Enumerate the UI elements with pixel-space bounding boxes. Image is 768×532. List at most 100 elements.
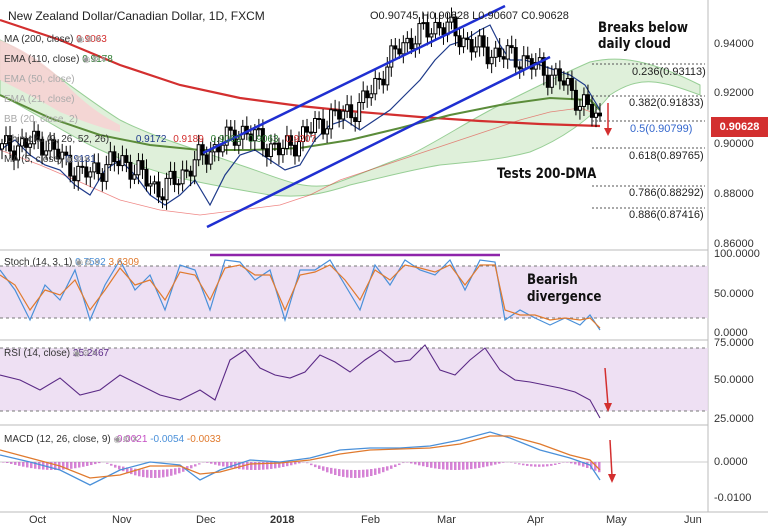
- candle-body: [305, 126, 310, 133]
- macd-hist-bar: [450, 462, 453, 470]
- candle-body: [196, 144, 201, 161]
- candle-body: [288, 135, 293, 146]
- macd-hist-bar: [310, 463, 313, 466]
- macd-hist-bar: [554, 463, 557, 465]
- macd-hist-bar: [198, 463, 201, 465]
- macd-histogram: [2, 462, 601, 478]
- macd-hist-bar: [550, 463, 553, 466]
- macd-hist-value: -0.0021: [113, 434, 148, 445]
- legend-tools-icon[interactable]: ◉⚙✕: [113, 434, 140, 444]
- price-tick: 0.88000: [714, 188, 754, 200]
- macd-hist-bar: [418, 462, 421, 466]
- macd-hist-bar: [138, 469, 141, 477]
- candle-body: [598, 112, 602, 117]
- macd-hist-bar: [530, 464, 533, 467]
- candle-body: [56, 148, 61, 160]
- chart-title: New Zealand Dollar/Canadian Dollar, 1D, …: [8, 9, 265, 23]
- channel-lower: [206, 55, 551, 229]
- macd-hist-bar: [502, 462, 505, 463]
- macd-hist-bar: [274, 462, 277, 469]
- legend-ichimoku[interactable]: Ichimoku (9, 26, 52, 26) 0.9172 0.9189 0…: [4, 134, 316, 145]
- macd-hist-bar: [6, 462, 9, 463]
- macd-hist-bar: [110, 463, 113, 466]
- legend-tools-icon[interactable]: ◉⚙✕: [65, 154, 92, 164]
- legend-ema50[interactable]: EMA (50, close): [4, 74, 75, 85]
- macd-hist-bar: [370, 469, 373, 477]
- candle-body: [96, 162, 101, 175]
- macd-hist-bar: [258, 462, 261, 470]
- macd-hist-bar: [2, 462, 5, 463]
- candle-body: [557, 68, 562, 82]
- candle-body: [72, 175, 77, 182]
- fib-0618: 0.618(0.89765): [629, 150, 704, 162]
- macd-hist-bar: [134, 468, 137, 476]
- candle-body: [144, 168, 149, 187]
- candle-body: [184, 169, 189, 172]
- candle-body: [136, 160, 141, 176]
- legend-rsi[interactable]: RSI (14, close) ◉⚙✕ 25.2467: [4, 348, 109, 359]
- legend-tools-icon[interactable]: ◉⚙✕: [76, 34, 103, 44]
- macd-hist-bar: [482, 462, 485, 468]
- stoch-d: [0, 264, 601, 329]
- candle-body: [513, 47, 518, 68]
- macd-hist-bar: [286, 462, 289, 467]
- legend-ma200[interactable]: MA (200, close) ◉⚙✕ 0.9063: [4, 34, 107, 45]
- annotation-200dma: Tests 200-DMA: [497, 166, 597, 182]
- legend-tools-icon[interactable]: ◉⚙✕: [82, 54, 109, 64]
- stoch-tick: 100.0000: [714, 248, 760, 260]
- macd-hist-bar: [142, 469, 145, 478]
- candle-body: [337, 109, 342, 120]
- macd-hist-bar: [526, 463, 529, 466]
- candle-body: [417, 23, 422, 45]
- macd-hist-bar: [518, 463, 521, 465]
- macd-hist-bar: [430, 462, 433, 468]
- candle-body: [80, 165, 85, 168]
- legend-ema21[interactable]: EMA (21, close): [4, 94, 75, 105]
- candle-body: [60, 151, 65, 160]
- stoch-k-value: 0.7592: [75, 257, 106, 268]
- candle-body: [561, 80, 566, 86]
- macd-hist-bar: [314, 464, 317, 468]
- macd-hist-bar: [390, 465, 393, 469]
- legend-bb[interactable]: BB (20, close, 2): [4, 114, 78, 125]
- legend-ma5[interactable]: MA (5, close) ◉⚙✕ 0.9131: [4, 154, 96, 165]
- candle-body: [361, 90, 366, 104]
- candle-body: [152, 181, 157, 185]
- legend-macd[interactable]: MACD (12, 26, close, 9) ◉⚙✕ -0.0021 -0.0…: [4, 434, 221, 445]
- candle-body: [24, 138, 29, 148]
- macd-hist-bar: [206, 462, 209, 463]
- macd-hist-bar: [162, 469, 165, 478]
- legend-tools-icon[interactable]: ◉⚙✕: [72, 348, 100, 358]
- macd-hist-bar: [582, 462, 585, 467]
- macd-hist-bar: [478, 462, 481, 468]
- candle-body: [188, 170, 193, 177]
- macd-hist-bar: [214, 462, 217, 465]
- candle-body: [373, 77, 378, 95]
- candle-body: [357, 102, 362, 122]
- candle-body: [589, 103, 594, 118]
- macd-hist-bar: [46, 462, 49, 470]
- legend-stoch[interactable]: Stoch (14, 3, 1) ◉⚙✕ 0.7592 3.6309: [4, 257, 139, 268]
- macd-hist-bar: [298, 462, 301, 464]
- macd-hist-bar: [194, 464, 197, 467]
- price-candles: [0, 7, 602, 210]
- macd-hist-bar: [350, 469, 353, 478]
- candle-body: [148, 183, 153, 187]
- macd-hist-bar: [358, 469, 361, 478]
- candle-body: [517, 66, 522, 70]
- macd-hist-bar: [362, 469, 365, 478]
- legend-value: 0.9131: [65, 154, 96, 165]
- ichimoku-value: 0.9063: [247, 134, 279, 145]
- macd-hist-bar: [334, 468, 337, 476]
- candle-body: [12, 150, 17, 161]
- macd-hist-bar: [114, 464, 117, 468]
- candle-body: [252, 129, 257, 142]
- candle-body: [236, 138, 241, 146]
- candle-body: [497, 47, 502, 58]
- macd-hist-bar: [246, 462, 249, 470]
- candle-body: [76, 165, 81, 182]
- macd-hist-bar: [222, 462, 225, 467]
- legend-tools-icon[interactable]: ◉⚙✕: [75, 257, 102, 267]
- legend-ema110[interactable]: EMA (110, close) ◉⚙✕ 0.9178: [4, 54, 113, 65]
- ohlc-readout: O0.90745 H0.90828 L0.90607 C0.90628: [370, 10, 569, 22]
